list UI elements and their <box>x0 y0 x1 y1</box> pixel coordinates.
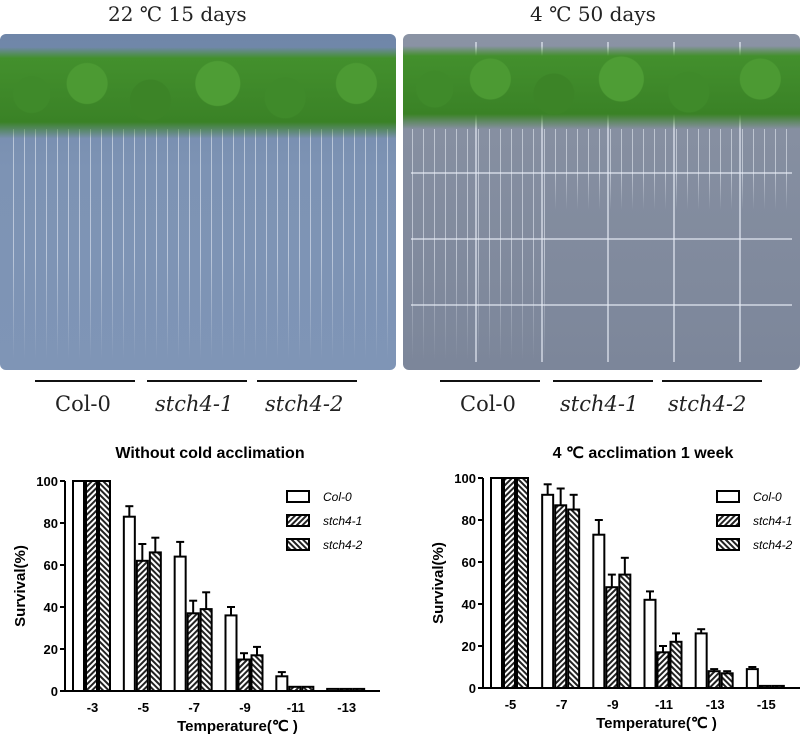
bar-stch4-1 <box>503 477 516 689</box>
y-axis-label: Survival(%) <box>430 542 447 624</box>
legend-label: Col-0 <box>323 490 352 504</box>
legend-swatch <box>716 538 740 551</box>
bar-Col-0 <box>275 675 289 693</box>
group-label: stch4-1 <box>155 392 234 416</box>
photo-title-4c: 4 ℃ 50 days <box>530 2 656 26</box>
bar-stch4-1 <box>288 685 302 693</box>
bar-stch4-1 <box>186 612 200 692</box>
plate-photo-22c <box>0 34 396 370</box>
y-tick-label: 80 <box>462 513 476 528</box>
group-label: Col-0 <box>460 392 516 416</box>
legend-label: stch4-2 <box>753 538 793 552</box>
y-tick-label: 60 <box>44 558 58 573</box>
x-tick-label: -5 <box>138 700 150 715</box>
x-axis-label: Temperature(℃ ) <box>596 715 717 732</box>
bar-stch4-2 <box>618 573 632 690</box>
bar-Col-0 <box>72 480 85 692</box>
bar-stch4-2 <box>567 508 581 689</box>
chart-title: Without cold acclimation <box>115 445 304 462</box>
chart-title: 4 ℃ acclimation 1 week <box>553 445 734 462</box>
x-tick-label: -13 <box>706 697 725 712</box>
legend-label: stch4-1 <box>753 514 792 528</box>
bar-stch4-1 <box>237 658 251 692</box>
bar-Col-0 <box>745 668 759 690</box>
bar-Col-0 <box>694 632 708 689</box>
x-tick-label: -13 <box>337 700 356 715</box>
legend-label: stch4-1 <box>323 514 362 528</box>
plate-photo-4c <box>403 34 800 370</box>
photo-title-22c: 22 ℃ 15 days <box>108 2 247 26</box>
y-tick-label: 40 <box>462 597 476 612</box>
group-line <box>662 380 762 382</box>
bar-stch4-2 <box>771 684 785 689</box>
group-label: stch4-2 <box>668 392 747 416</box>
bar-stch4-2 <box>98 480 111 692</box>
bar-Col-0 <box>173 555 187 692</box>
bar-stch4-2 <box>148 551 162 693</box>
group-label: stch4-1 <box>560 392 639 416</box>
bar-stch4-2 <box>669 640 683 690</box>
legend-label: Col-0 <box>753 490 782 504</box>
bar-stch4-1 <box>758 684 772 689</box>
bar-stch4-1 <box>554 504 568 689</box>
bar-Col-0 <box>224 614 238 692</box>
group-line <box>35 380 135 382</box>
group-label: Col-0 <box>55 392 111 416</box>
legend-label: stch4-2 <box>323 538 363 552</box>
y-tick-label: 60 <box>462 555 476 570</box>
chart-4c-acclimation: 4 ℃ acclimation 1 week 0 20 40 60 80 100 Surviv… <box>430 445 800 732</box>
bar-stch4-1 <box>85 480 98 692</box>
bar-stch4-2 <box>720 672 734 690</box>
bar-Col-0 <box>541 493 555 689</box>
bar-Col-0 <box>490 477 503 689</box>
y-tick-label: 80 <box>44 516 58 531</box>
legend-swatch <box>716 514 740 527</box>
group-line <box>553 380 653 382</box>
bar-stch4-2 <box>199 608 213 693</box>
legend-swatch <box>286 514 310 527</box>
bar-Col-0 <box>326 687 340 692</box>
x-tick-label: -5 <box>505 697 517 712</box>
x-tick-label: -9 <box>239 700 251 715</box>
x-tick-label: -7 <box>556 697 568 712</box>
y-axis-label: Survival(%) <box>12 545 29 627</box>
chart-without-acclimation: Without cold acclimation 0 20 40 60 80 100 Surv… <box>12 445 380 735</box>
bar-stch4-2 <box>516 477 529 689</box>
bar-stch4-2 <box>250 654 264 693</box>
bar-stch4-2 <box>352 687 366 692</box>
bar-Col-0 <box>122 515 136 692</box>
x-tick-label: -7 <box>188 700 200 715</box>
y-tick-label: 40 <box>44 600 58 615</box>
x-tick-label: -15 <box>757 697 776 712</box>
y-tick-label: 20 <box>462 639 476 654</box>
bar-stch4-1 <box>656 651 670 690</box>
y-tick-label: 0 <box>51 684 58 699</box>
group-line <box>147 380 247 382</box>
legend-swatch <box>716 490 740 503</box>
y-tick-label: 0 <box>469 681 476 696</box>
bar-stch4-1 <box>707 670 721 689</box>
bar-Col-0 <box>643 598 657 689</box>
group-label: stch4-2 <box>265 392 344 416</box>
legend-swatch <box>286 490 310 503</box>
x-tick-label: -9 <box>607 697 619 712</box>
x-tick-label: -3 <box>87 700 99 715</box>
x-axis-label: Temperature(℃ ) <box>177 718 298 735</box>
y-tick-label: 100 <box>36 474 58 489</box>
bar-stch4-2 <box>301 685 315 693</box>
legend-swatch <box>286 538 310 551</box>
bar-stch4-1 <box>135 559 149 692</box>
bar-stch4-1 <box>605 586 619 689</box>
y-tick-label: 100 <box>454 471 476 486</box>
group-line <box>440 380 540 382</box>
group-line <box>257 380 357 382</box>
y-tick-label: 20 <box>44 642 58 657</box>
bar-stch4-1 <box>339 687 353 692</box>
bar-Col-0 <box>592 533 606 689</box>
x-tick-label: -11 <box>287 700 305 715</box>
x-tick-label: -11 <box>655 697 673 712</box>
